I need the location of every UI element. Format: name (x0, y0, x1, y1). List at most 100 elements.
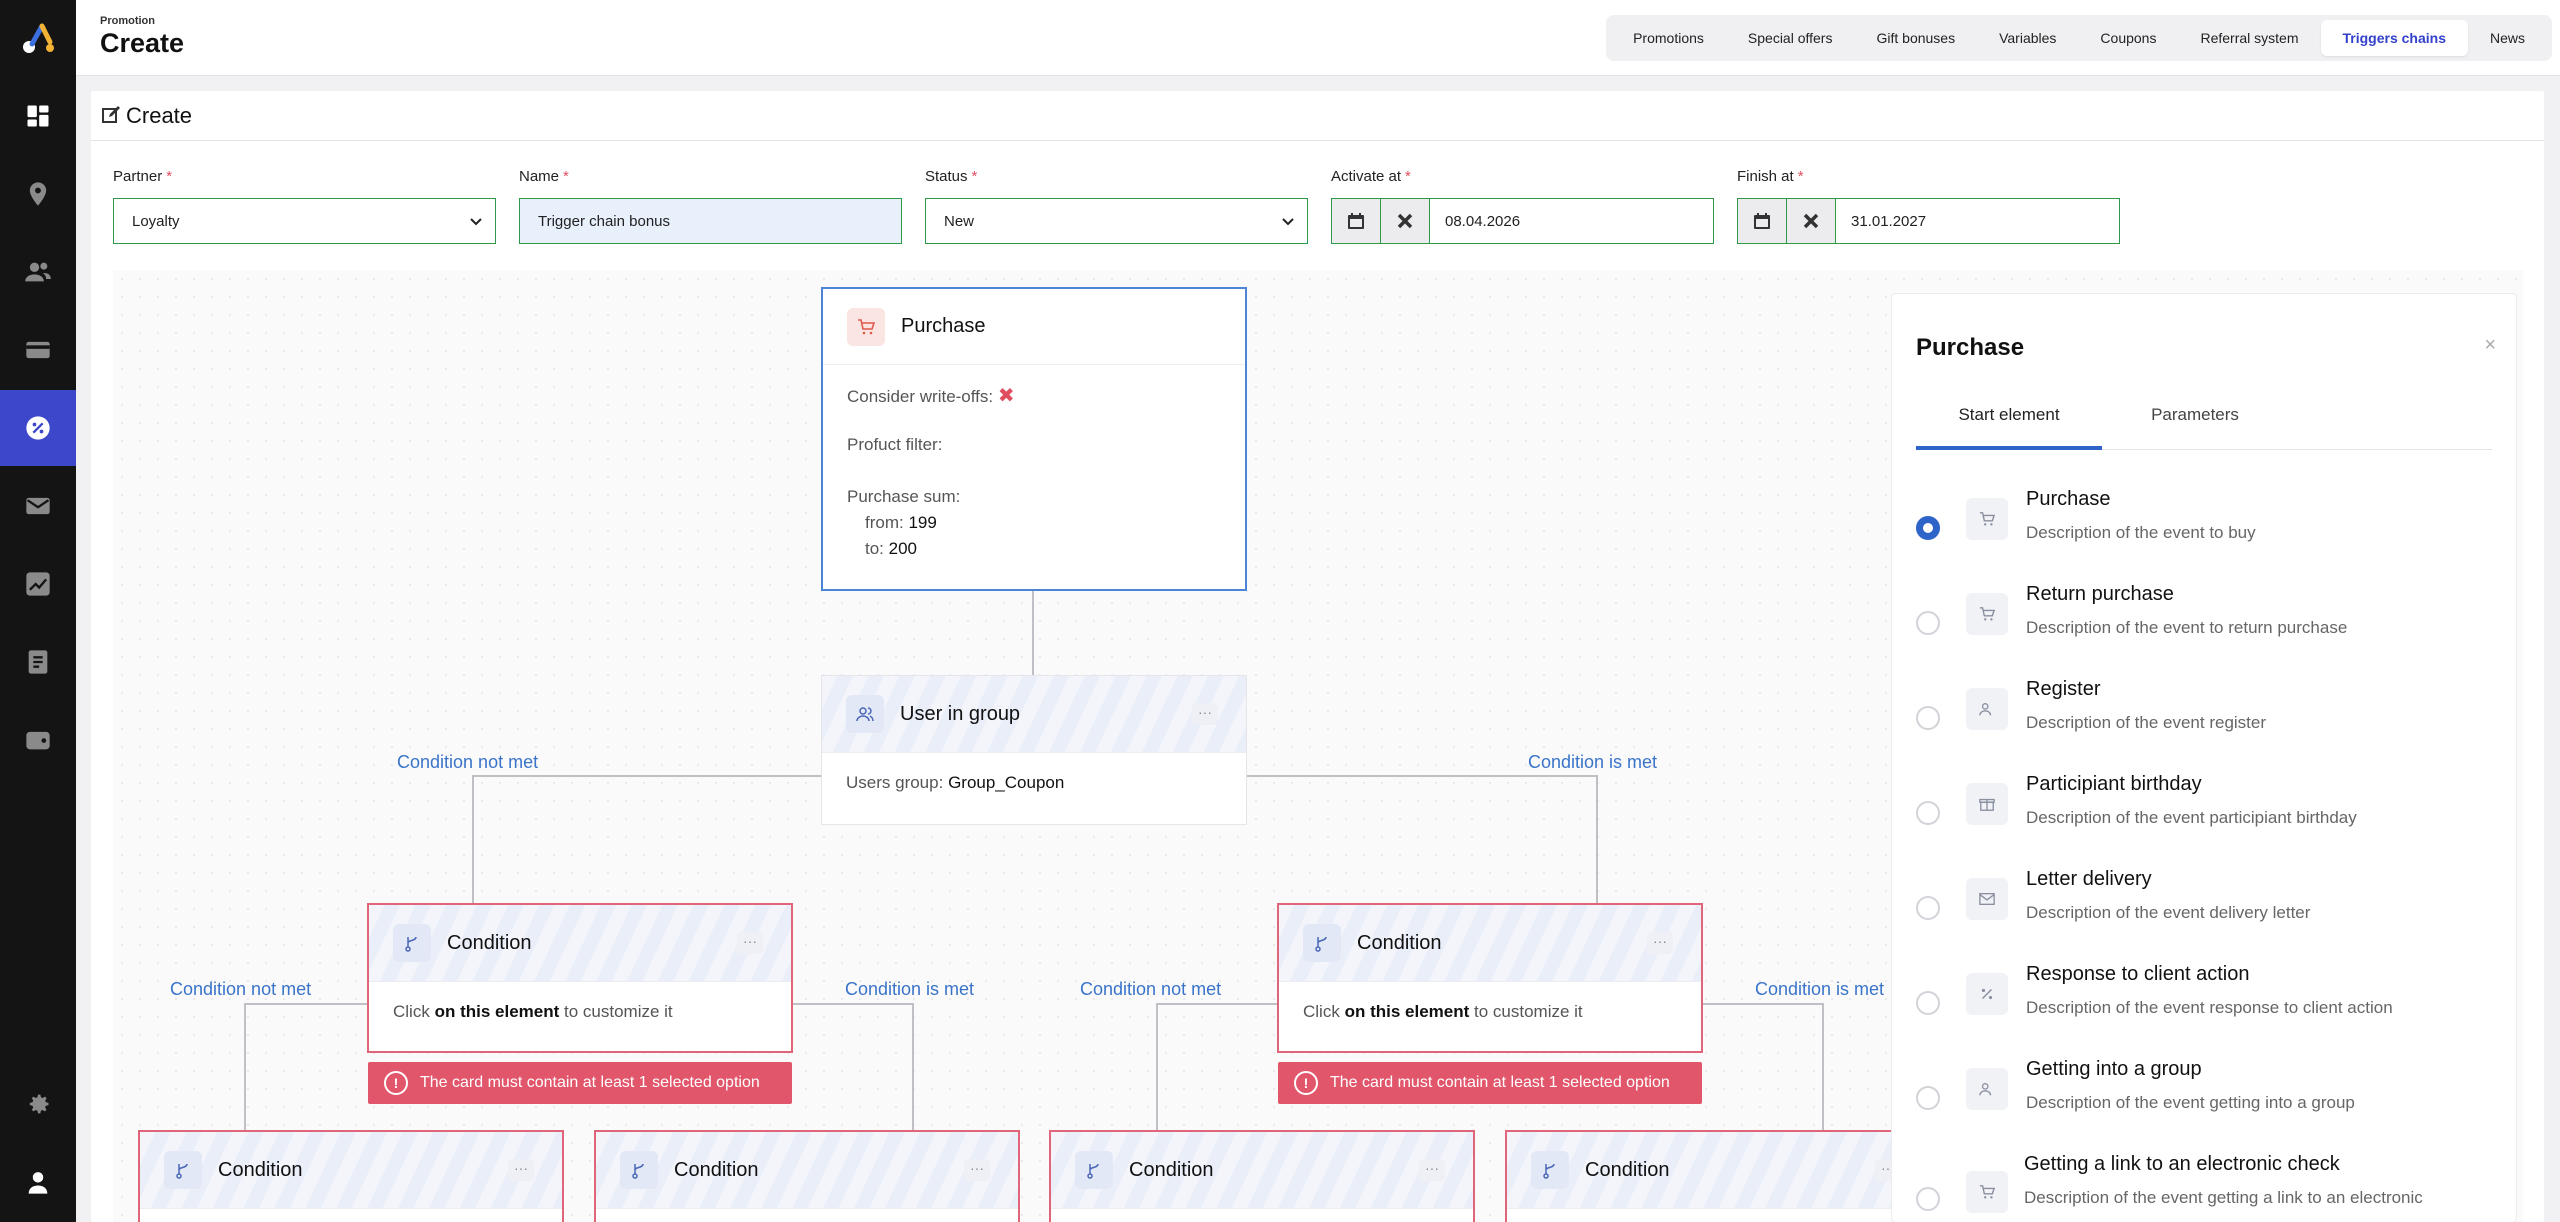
tab-news[interactable]: News (2489, 30, 2525, 46)
from-label: from: (865, 513, 904, 532)
required-mark: * (1405, 168, 1411, 185)
start-option-letter-delivery[interactable]: Letter delivery Description of the event… (1916, 868, 2476, 954)
node-menu-button[interactable]: ··· (1419, 1159, 1445, 1181)
option-icon (1966, 688, 2008, 730)
start-option-birthday[interactable]: Participiant birthday Description of the… (1916, 773, 2476, 859)
name-value: Trigger chain bonus (538, 212, 671, 230)
calendar-button[interactable] (1332, 199, 1381, 243)
tab-referral-system[interactable]: Referral system (2200, 30, 2299, 46)
nav-locations[interactable] (0, 156, 76, 232)
status-select[interactable]: New (925, 198, 1308, 244)
tab-parameters[interactable]: Parameters (2151, 405, 2239, 424)
nav-documents[interactable] (0, 624, 76, 700)
breadcrumb[interactable]: Promotion (100, 15, 155, 27)
radio-button[interactable] (1916, 896, 1940, 920)
option-description: Description of the event getting into a … (2026, 1093, 2355, 1112)
partner-select[interactable]: Loyalty (113, 198, 496, 244)
users-icon (856, 707, 874, 722)
partner-field: Partner * Loyalty (113, 168, 496, 244)
status-label: Status (925, 168, 968, 185)
nav-analytics[interactable] (0, 546, 76, 622)
radio-button[interactable] (1916, 801, 1940, 825)
tab-variables[interactable]: Variables (1999, 30, 2057, 46)
hint-text: to customize it (1474, 1002, 1583, 1021)
nav-cards[interactable] (0, 312, 76, 388)
nav-dashboard[interactable] (0, 78, 76, 154)
nav-promotions[interactable] (0, 390, 76, 466)
filter-label: Profuct filter: (847, 435, 943, 454)
node-title: User in group (900, 702, 1021, 725)
close-icon[interactable]: × (2484, 334, 2496, 356)
nav-mail[interactable] (0, 468, 76, 544)
nav-wallet[interactable] (0, 702, 76, 778)
option-icon (1966, 498, 2008, 540)
radio-button[interactable] (1916, 1086, 1940, 1110)
condition-node[interactable]: Condition ··· (594, 1130, 1020, 1222)
condition-node[interactable]: Condition ··· (1505, 1130, 1931, 1222)
radio-button[interactable] (1916, 706, 1940, 730)
node-title: Condition (218, 1158, 303, 1181)
condition-node[interactable]: Condition ··· Click on this element to c… (367, 903, 793, 1053)
tab-special-offers[interactable]: Special offers (1747, 30, 1833, 46)
start-option-purchase[interactable]: Purchase Description of the event to buy (1916, 488, 2476, 574)
start-option-client-action[interactable]: Response to client action Description of… (1916, 963, 2476, 1049)
node-menu-button[interactable]: ··· (1647, 932, 1673, 954)
start-option-register[interactable]: Register Description of the event regist… (1916, 678, 2476, 764)
user-in-group-node[interactable]: User in group ··· Users group: Group_Cou… (821, 675, 1247, 825)
node-menu-button[interactable]: ··· (737, 932, 763, 954)
group-label: Users group: (846, 773, 944, 792)
mail-icon (26, 497, 50, 515)
node-title: Condition (674, 1158, 759, 1181)
branch-icon (176, 1163, 188, 1179)
radio-button[interactable] (1916, 611, 1940, 635)
node-icon (1531, 1151, 1569, 1189)
required-mark: * (563, 168, 569, 185)
start-option-return-purchase[interactable]: Return purchase Description of the event… (1916, 583, 2476, 669)
activate-at-input[interactable]: 08.04.2026 (1331, 198, 1714, 244)
start-option-into-group[interactable]: Getting into a group Description of the … (1916, 1058, 2476, 1144)
purchase-node[interactable]: Purchase Consider write-offs: ✖ Profuct … (821, 287, 1247, 591)
condition-node[interactable]: Condition ··· (138, 1130, 564, 1222)
error-text: The card must contain at least 1 selecte… (420, 1074, 760, 1091)
clear-date-button[interactable] (1381, 199, 1430, 243)
option-title: Getting a link to an electronic check (2024, 1153, 2340, 1175)
node-menu-button[interactable]: ··· (508, 1159, 534, 1181)
finish-at-input[interactable]: 31.01.2027 (1737, 198, 2120, 244)
name-input[interactable]: Trigger chain bonus (519, 198, 902, 244)
writeoffs-label: Consider write-offs: (847, 387, 994, 406)
condition-node[interactable]: Condition ··· (1049, 1130, 1475, 1222)
nav-users[interactable] (0, 234, 76, 310)
error-message: ! The card must contain at least 1 selec… (368, 1062, 792, 1104)
clear-x-icon (1397, 213, 1413, 229)
node-menu-button[interactable]: ··· (1192, 703, 1218, 725)
tab-coupons[interactable]: Coupons (2100, 30, 2157, 46)
cart-icon (1979, 1185, 1995, 1199)
name-label: Name (519, 168, 560, 185)
calendar-button[interactable] (1738, 199, 1787, 243)
start-option-electronic-check[interactable]: Getting a link to an electronic check De… (1914, 1153, 2474, 1222)
panel-title: Purchase (1916, 334, 2025, 361)
clear-date-button[interactable] (1787, 199, 1836, 243)
finish-at-label: Finish at (1737, 168, 1794, 185)
nav-settings[interactable] (0, 1066, 76, 1142)
node-menu-button[interactable]: ··· (964, 1159, 990, 1181)
tab-triggers-chains[interactable]: Triggers chains (2320, 20, 2468, 56)
radio-button[interactable] (1916, 1187, 1940, 1211)
option-description: Description of the event response to cli… (2026, 998, 2393, 1017)
calendar-icon (1754, 213, 1770, 229)
app-logo-icon[interactable] (20, 20, 56, 56)
activate-at-value: 08.04.2026 (1445, 212, 1521, 230)
cart-icon (1979, 607, 1995, 621)
condition-node[interactable]: Condition ··· Click on this element to c… (1277, 903, 1703, 1053)
option-description: Description of the event getting a link … (2024, 1188, 2423, 1207)
tab-start-element[interactable]: Start element (1916, 394, 2102, 450)
gear-icon (29, 1094, 49, 1114)
radio-button[interactable] (1916, 516, 1940, 540)
tab-promotions[interactable]: Promotions (1633, 30, 1704, 46)
percent-icon (1981, 988, 1993, 1000)
radio-button[interactable] (1916, 991, 1940, 1015)
tab-gift-bonuses[interactable]: Gift bonuses (1876, 30, 1956, 46)
option-description: Description of the event participiant bi… (2026, 808, 2357, 827)
nav-profile[interactable] (0, 1144, 76, 1220)
option-description: Description of the event delivery letter (2026, 903, 2311, 922)
